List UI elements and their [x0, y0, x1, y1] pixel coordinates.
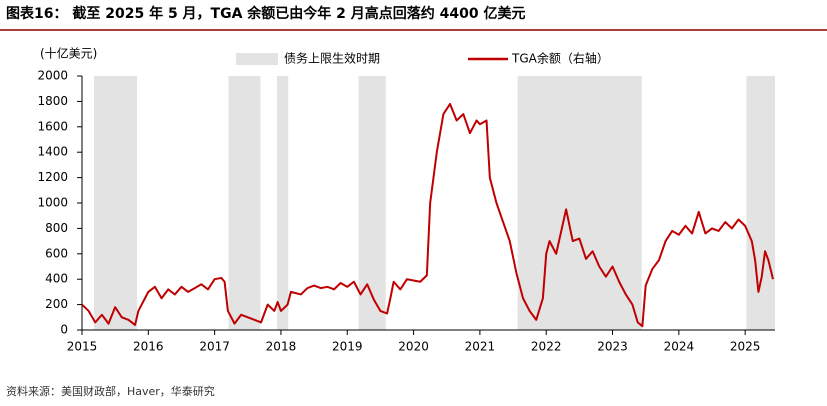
y-tick-label: 1000 — [37, 196, 68, 210]
x-tick-label: 2022 — [531, 340, 562, 354]
x-tick-label: 2018 — [266, 340, 297, 354]
shaded-period — [746, 76, 775, 330]
shaded-period — [517, 76, 642, 330]
y-tick-label: 0 — [60, 323, 68, 337]
chart-title: 图表16： 截至 2025 年 5 月，TGA 余额已由今年 2 月高点回落约 … — [6, 5, 526, 22]
x-tick-label: 2017 — [199, 340, 230, 354]
y-tick-label: 600 — [45, 246, 68, 260]
x-tick-label: 2024 — [664, 340, 695, 354]
source-note: 资料来源：美国财政部，Haver，华泰研究 — [6, 384, 215, 398]
x-tick-label: 2025 — [730, 340, 761, 354]
shaded-period — [276, 76, 289, 330]
y-tick-label: 1200 — [37, 170, 68, 184]
legend-swatch-shaded — [236, 53, 278, 65]
shaded-period — [93, 76, 138, 330]
y-tick-label: 200 — [45, 297, 68, 311]
x-tick-label: 2016 — [133, 340, 164, 354]
x-tick-label: 2019 — [332, 340, 363, 354]
y-tick-label: 1400 — [37, 145, 68, 159]
y-tick-label: 1600 — [37, 119, 68, 133]
x-tick-label: 2015 — [67, 340, 98, 354]
x-tick-label: 2020 — [398, 340, 429, 354]
y-tick-label: 800 — [45, 221, 68, 235]
x-tick-label: 2023 — [597, 340, 628, 354]
y-tick-label: 400 — [45, 272, 68, 286]
series-line — [81, 102, 774, 328]
shaded-period — [358, 76, 386, 330]
legend-label: 债务上限生效时期 — [284, 51, 380, 66]
legend-label: TGA余额（右轴） — [511, 51, 609, 66]
y-tick-label: 2000 — [37, 69, 68, 83]
shaded-period — [228, 76, 261, 330]
x-tick-label: 2021 — [465, 340, 496, 354]
y-axis-label: (十亿美元) — [40, 46, 97, 61]
y-tick-label: 1800 — [37, 94, 68, 108]
